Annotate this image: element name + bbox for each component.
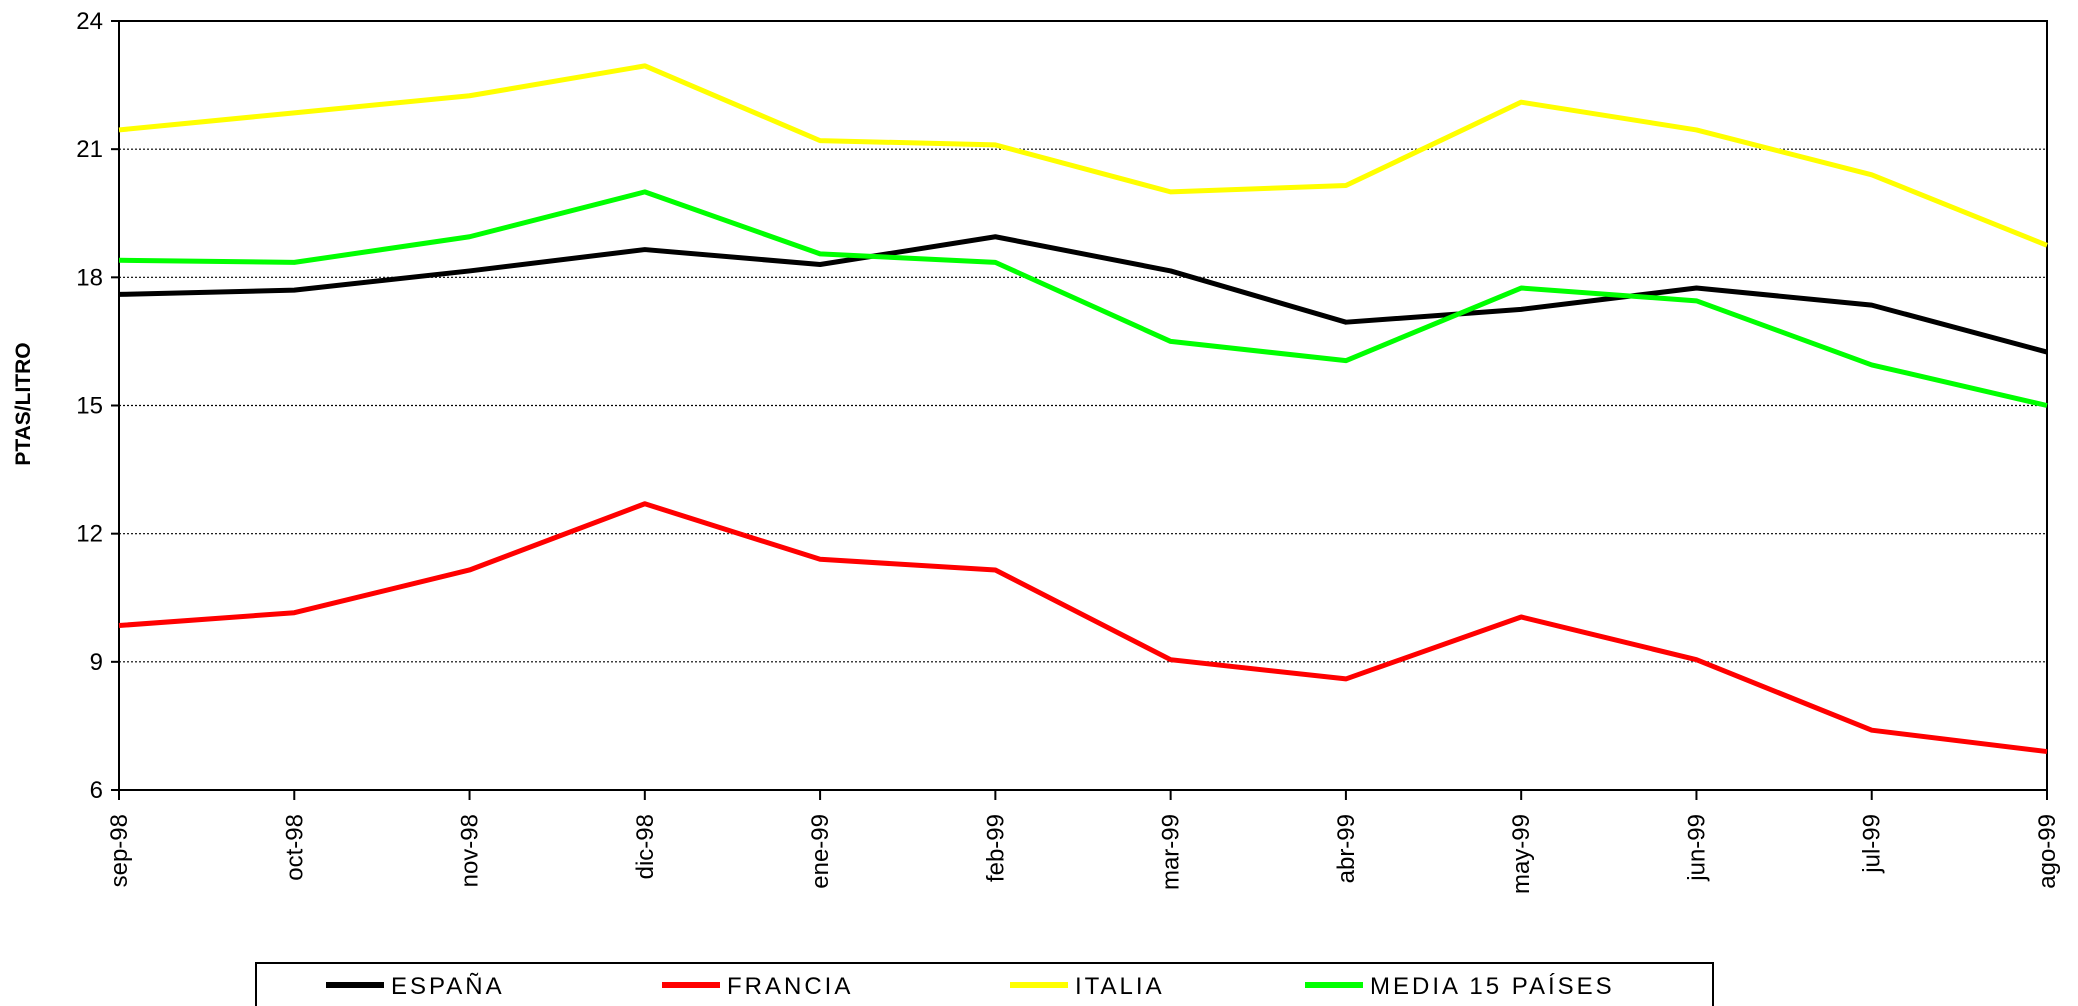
y-tick-label: 12: [76, 521, 103, 548]
y-tick-label: 15: [76, 393, 103, 420]
legend-label: ESPAÑA: [391, 973, 505, 1000]
x-tick-label: jun-99: [1683, 814, 1710, 882]
series-line: [118, 501, 2048, 755]
series-line: [118, 234, 2048, 355]
y-tick-label: 9: [90, 649, 103, 676]
y-tick-label: 6: [90, 777, 103, 804]
x-tick-label: dic-98: [632, 814, 659, 879]
x-tick-label: oct-98: [281, 814, 308, 881]
legend-label: ITALIA: [1075, 973, 1165, 1000]
y-tick-label: 24: [76, 8, 103, 35]
legend-box: [255, 962, 1714, 1006]
x-tick-label: abr-99: [1333, 814, 1360, 883]
series-line: [118, 63, 2048, 248]
series-line: [118, 189, 2048, 408]
x-tick-label: nov-98: [457, 814, 484, 887]
x-tick-label: mar-99: [1158, 814, 1185, 890]
legend-label: FRANCIA: [727, 973, 853, 1000]
y-tick-label: 18: [76, 264, 103, 291]
x-tick-label: feb-99: [982, 814, 1009, 882]
legend-label: MEDIA 15 PAÍSES: [1370, 973, 1615, 1000]
y-tick-label: 21: [76, 136, 103, 163]
x-tick-label: sep-98: [106, 814, 133, 887]
y-axis-label: PTAS/LITRO: [12, 342, 35, 465]
x-tick-label: jul-99: [1859, 814, 1886, 874]
x-tick-label: ago-99: [2034, 814, 2061, 889]
x-tick-label: ene-99: [807, 814, 834, 889]
x-tick-label: may-99: [1508, 814, 1535, 894]
